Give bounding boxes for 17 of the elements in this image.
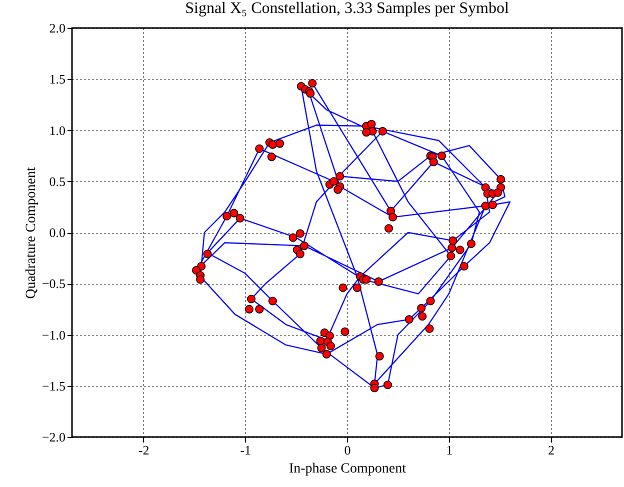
x-tick-label: 0 (344, 442, 351, 458)
y-tick-label: −1.0 (42, 327, 66, 342)
x-tick-label: 2 (548, 442, 554, 458)
y-axis-title: Quadrature Component (24, 166, 39, 299)
y-tick-label: −2.0 (42, 430, 66, 444)
chart-title: Signal X₅ Constellation, 3.33 Samples per Symbol (185, 0, 510, 17)
y-tick-label: −0.5 (42, 276, 66, 292)
y-tick-label: 1.0 (49, 122, 66, 138)
x-tick-label: 1 (446, 442, 453, 458)
x-tick-label: -1 (240, 442, 252, 458)
y-tick-label: 0.5 (49, 174, 66, 189)
y-tick-label: 0.0 (49, 225, 66, 240)
y-tick-label: 1.5 (49, 72, 66, 87)
y-tick-label: 2.0 (49, 20, 66, 36)
y-tick-label: −1.5 (42, 378, 66, 394)
x-axis-title: In-phase Component (288, 462, 406, 476)
x-tick-label: -2 (138, 442, 150, 458)
